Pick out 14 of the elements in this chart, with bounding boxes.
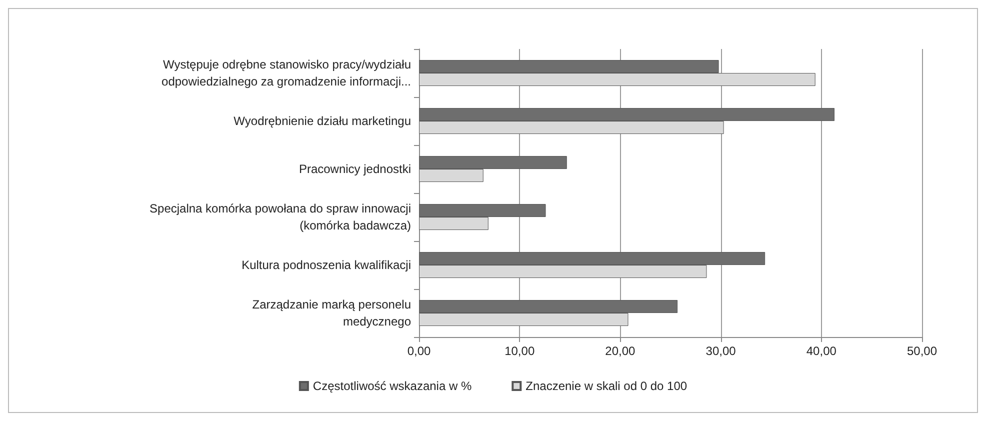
legend-label: Częstotliwość wskazania w % (312, 379, 472, 393)
x-tick-label: 30,00 (706, 344, 736, 358)
x-tick-label: 0,00 (407, 344, 431, 358)
y-tick-label: Kultura podnoszenia kwalifikacji (242, 258, 411, 272)
y-tick-label: Specjalna komórka powołana do spraw innowacji (komórka badawcza) (150, 202, 412, 232)
y-tick-label: Zarządzanie marką personelu medycznego (252, 298, 412, 328)
legend-label: Znaczenie w skali od 0 do 100 (526, 379, 688, 393)
x-tick-label: 40,00 (806, 344, 837, 358)
y-tick-label: Pracownicy jednostki (298, 162, 411, 176)
y-tick-label: Występuje odrębne stanowisko pracy/wydziału odpowiedzialnego za gromadzenie informacji... (162, 58, 411, 88)
x-tick-label: 20,00 (605, 344, 636, 358)
y-tick-label: Wyodrębnienie działu marketingu (234, 114, 411, 128)
x-tick-label: 10,00 (504, 344, 535, 358)
x-tick-label: 50,00 (906, 344, 938, 358)
